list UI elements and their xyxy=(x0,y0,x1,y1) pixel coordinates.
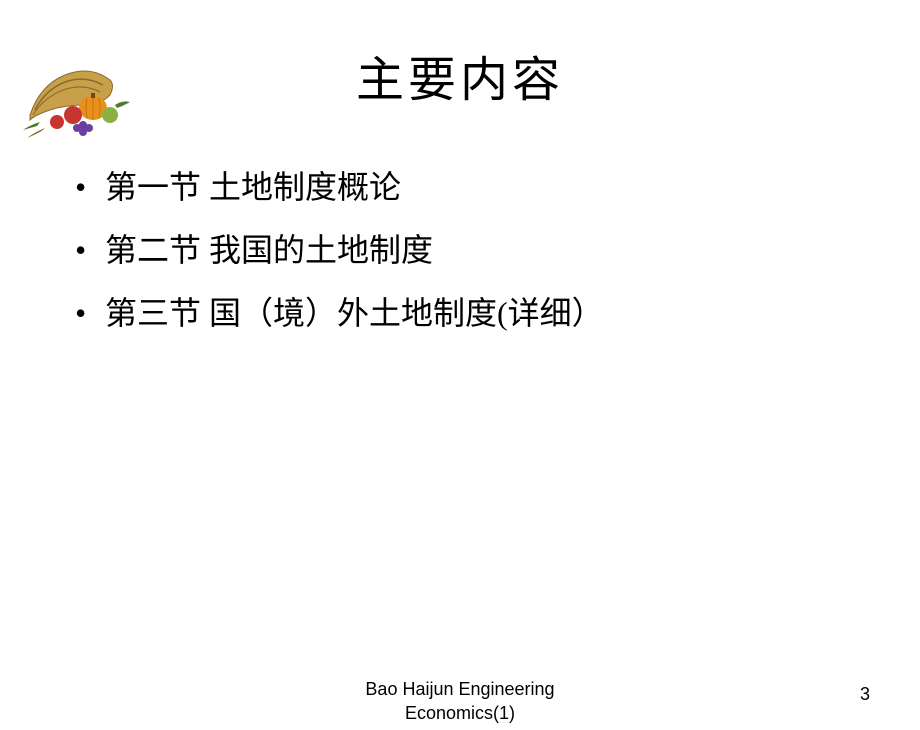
cornucopia-icon xyxy=(15,50,135,140)
footer-text-line2: Economics(1) xyxy=(0,702,920,725)
page-number: 3 xyxy=(860,684,870,705)
bullet-item: 第一节 土地制度概论 xyxy=(75,165,920,210)
bullet-item: 第三节 国（境）外土地制度(详细） xyxy=(75,291,920,336)
footer: Bao Haijun Engineering Economics(1) xyxy=(0,678,920,725)
bullet-list: 第一节 土地制度概论 第二节 我国的土地制度 第三节 国（境）外土地制度(详细） xyxy=(75,165,920,335)
slide-title: 主要内容 xyxy=(0,40,920,110)
bullet-item: 第二节 我国的土地制度 xyxy=(75,228,920,273)
